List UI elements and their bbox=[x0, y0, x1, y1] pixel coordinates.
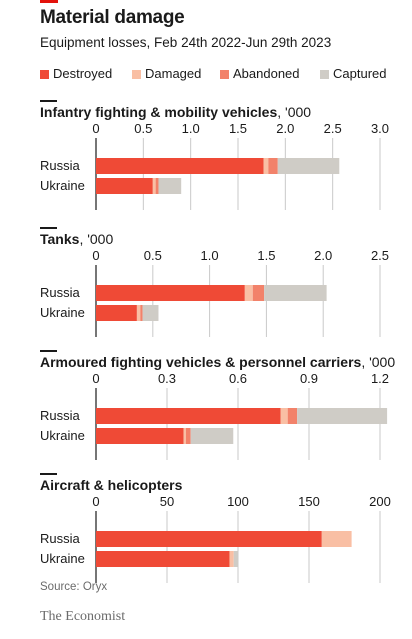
category-label: Russia bbox=[40, 531, 81, 546]
panel-title-name: Aircraft & helicopters bbox=[40, 477, 183, 493]
legend-label-abandoned: Abandoned bbox=[233, 66, 300, 81]
legend-swatch-captured bbox=[320, 70, 329, 79]
tick-label: 150 bbox=[298, 495, 320, 509]
tick-label: 1.5 bbox=[257, 249, 275, 263]
panel-tanks: Tanks, '000 0 0.5 1.0 1.5 2.0 2.5 Russia Ukrain… bbox=[0, 227, 412, 345]
bar-segment-captured bbox=[158, 178, 182, 194]
tick-label: 2.0 bbox=[314, 249, 332, 263]
panel-plot: 0 0.5 1.0 1.5 2.0 2.5 3.0 Russia Ukraine bbox=[40, 122, 389, 210]
tick-label: 1.0 bbox=[182, 122, 200, 136]
bar-segment-destroyed bbox=[96, 178, 153, 194]
bar-segment-damaged bbox=[229, 551, 234, 567]
source-note: Source: Oryx bbox=[40, 581, 108, 593]
bar-segment-abandoned bbox=[252, 285, 265, 301]
tick-label: 1.0 bbox=[201, 249, 219, 263]
panel-armoured-vehicles: Armoured fighting vehicles & personnel c… bbox=[0, 350, 412, 468]
bar-segment-captured bbox=[297, 408, 388, 424]
category-label: Ukraine bbox=[40, 428, 85, 443]
category-label: Russia bbox=[40, 408, 81, 423]
tick-label: 0.9 bbox=[300, 372, 318, 386]
category-label: Ukraine bbox=[40, 551, 85, 566]
bar-segment-destroyed bbox=[96, 531, 322, 547]
panel-rule bbox=[40, 350, 57, 352]
panel-rule bbox=[40, 100, 57, 102]
bar-segment-damaged bbox=[321, 531, 352, 547]
tick-label: 0 bbox=[92, 249, 99, 263]
legend-swatch-damaged bbox=[132, 70, 141, 79]
tick-label: 50 bbox=[160, 495, 174, 509]
tick-label: 0.5 bbox=[134, 122, 152, 136]
panel-title: Aircraft & helicopters bbox=[40, 477, 182, 493]
panel-title: Infantry fighting & mobility vehicles, '… bbox=[40, 104, 311, 120]
bar-segment-damaged bbox=[183, 428, 186, 444]
tick-label: 2.0 bbox=[276, 122, 294, 136]
panel-infantry-vehicles: Infantry fighting & mobility vehicles, '… bbox=[0, 100, 412, 218]
bar-segment-damaged bbox=[280, 408, 288, 424]
bar-segment-abandoned bbox=[268, 158, 278, 174]
legend-swatch-abandoned bbox=[220, 70, 229, 79]
panel-title-name: Armoured fighting vehicles & personnel c… bbox=[40, 354, 362, 370]
bar-segment-destroyed bbox=[96, 305, 137, 321]
bar-segment-captured bbox=[190, 428, 234, 444]
category-label: Ukraine bbox=[40, 178, 85, 193]
category-label: Russia bbox=[40, 158, 81, 173]
top-accent-rule bbox=[40, 0, 58, 3]
panel-aircraft-helicopters: Aircraft & helicopters 0 50 100 150 200 Russi… bbox=[0, 473, 412, 591]
bar-segment-destroyed bbox=[96, 285, 245, 301]
bar-segment-abandoned bbox=[155, 178, 159, 194]
bar-segment-damaged bbox=[136, 305, 141, 321]
legend-swatch-destroyed bbox=[40, 70, 49, 79]
tick-label: 1.2 bbox=[371, 372, 389, 386]
tick-label: 2.5 bbox=[371, 249, 389, 263]
panel-rule bbox=[40, 473, 57, 475]
bar-segment-destroyed bbox=[96, 428, 184, 444]
panel-title-name: Tanks bbox=[40, 231, 80, 247]
legend-label-captured: Captured bbox=[333, 66, 387, 81]
bar-segment-captured bbox=[277, 158, 340, 174]
tick-label: 100 bbox=[227, 495, 249, 509]
bar-segment-abandoned bbox=[140, 305, 143, 321]
tick-label: 1.5 bbox=[229, 122, 247, 136]
panel-title: Armoured fighting vehicles & personnel c… bbox=[40, 354, 395, 370]
tick-label: 0.5 bbox=[144, 249, 162, 263]
panel-title: Tanks, '000 bbox=[40, 231, 113, 247]
bar-segment-captured bbox=[264, 285, 327, 301]
tick-label: 0 bbox=[92, 372, 99, 386]
panel-plot: 0 0.5 1.0 1.5 2.0 2.5 Russia Ukraine bbox=[40, 249, 389, 337]
category-label: Ukraine bbox=[40, 305, 85, 320]
tick-label: 0 bbox=[92, 495, 99, 509]
publisher-logo: The Economist bbox=[40, 609, 126, 624]
bar-segment-damaged bbox=[152, 178, 156, 194]
panel-title-unit: , '000 bbox=[277, 104, 312, 120]
tick-label: 0.6 bbox=[229, 372, 247, 386]
legend-label-destroyed: Destroyed bbox=[53, 66, 113, 81]
bar-segment-destroyed bbox=[96, 551, 230, 567]
bar-segment-destroyed bbox=[96, 408, 281, 424]
chart-title: Material damage bbox=[40, 7, 185, 28]
bar-segment-destroyed bbox=[96, 158, 264, 174]
panel-plot: 0 50 100 150 200 Russia Ukraine bbox=[40, 495, 391, 583]
bar-segment-damaged bbox=[263, 158, 269, 174]
panel-title-name: Infantry fighting & mobility vehicles bbox=[40, 104, 278, 120]
panel-title-unit: , '000 bbox=[361, 354, 396, 370]
panel-title-unit: , '000 bbox=[79, 231, 114, 247]
legend-label-damaged: Damaged bbox=[145, 66, 202, 81]
bar-segment-captured bbox=[142, 305, 159, 321]
bar-segment-damaged bbox=[244, 285, 253, 301]
panel-plot: 0 0.3 0.6 0.9 1.2 Russia Ukraine bbox=[40, 372, 389, 460]
bar-segment-abandoned bbox=[185, 428, 191, 444]
bar-segment-captured bbox=[233, 551, 238, 567]
tick-label: 200 bbox=[369, 495, 391, 509]
category-label: Russia bbox=[40, 285, 81, 300]
tick-label: 0.3 bbox=[158, 372, 176, 386]
tick-label: 0 bbox=[92, 122, 99, 136]
bar-segment-abandoned bbox=[287, 408, 298, 424]
tick-label: 2.5 bbox=[324, 122, 342, 136]
tick-label: 3.0 bbox=[371, 122, 389, 136]
chart-subtitle: Equipment losses, Feb 24th 2022-Jun 29th… bbox=[40, 35, 332, 50]
panel-rule bbox=[40, 227, 57, 229]
